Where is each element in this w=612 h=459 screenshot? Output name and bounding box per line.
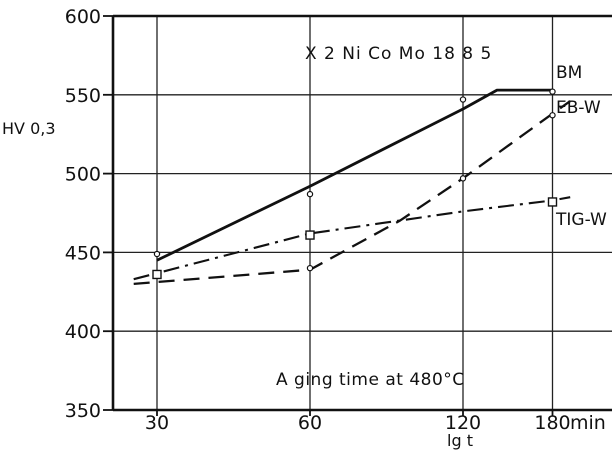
series-line-bm <box>156 88 553 262</box>
aging-annotation: A ging time at 480°C <box>276 370 465 390</box>
y-tick-label-350: 350 <box>65 400 101 422</box>
tick-labels: 350 400 450 500 550 600 30 60 120 180 <box>65 6 571 434</box>
y-tick-label-600: 600 <box>65 6 101 28</box>
series-label-bm: BM <box>556 63 582 83</box>
marker-bm-2 <box>459 96 467 103</box>
x-tick-label-180: 180 <box>534 412 570 434</box>
marker-eb-w-1 <box>459 175 467 182</box>
series-line-tig-w <box>133 196 571 281</box>
x-tick-label-120: 120 <box>445 412 481 434</box>
marker-bm-0 <box>153 250 161 258</box>
marker-tig-w-1 <box>305 230 315 240</box>
x-axis-title: lg t <box>447 431 473 450</box>
x-tick-label-30: 30 <box>145 412 169 434</box>
y-tick-label-550: 550 <box>65 85 101 107</box>
y-tick-label-400: 400 <box>65 321 101 343</box>
x-tick-label-60: 60 <box>298 412 322 434</box>
series-line-eb-w <box>133 100 571 286</box>
marker-bm-1 <box>306 190 314 198</box>
y-tick-label-450: 450 <box>65 242 101 264</box>
plot-frame <box>103 14 612 416</box>
marker-tig-w-2 <box>547 197 558 207</box>
series-lines <box>133 88 571 286</box>
y-tick-label-500: 500 <box>65 164 101 186</box>
y-axis-title: HV 0,3 <box>2 119 56 138</box>
marker-eb-w-2 <box>549 112 556 119</box>
x-axis-unit: min <box>570 412 606 434</box>
grid <box>113 16 612 410</box>
marker-tig-w-0 <box>152 269 162 280</box>
marker-eb-w-0 <box>306 264 314 272</box>
series-label-tig-w: TIG-W <box>555 210 607 230</box>
data-markers <box>152 88 558 280</box>
series-label-eb-w: EB-W <box>556 98 601 118</box>
chart-title: X 2 Ni Co Mo 18 8 5 <box>305 44 492 64</box>
marker-bm-3 <box>549 88 556 95</box>
